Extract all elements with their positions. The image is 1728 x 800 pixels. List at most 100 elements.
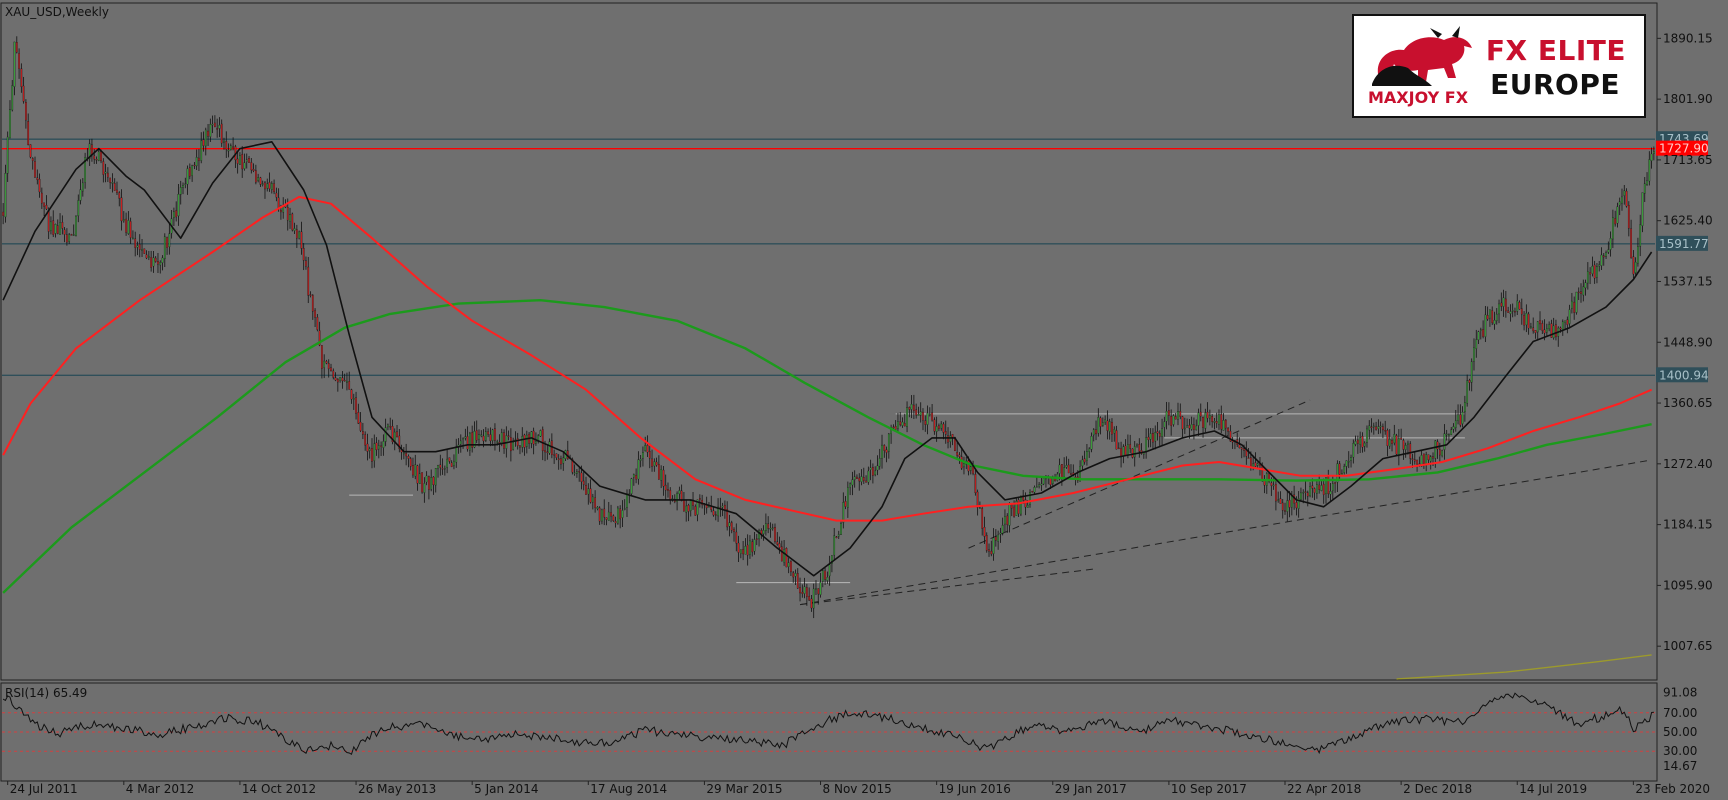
candle-down (248, 158, 250, 163)
candle-up (1183, 427, 1186, 430)
candle-down (1409, 443, 1412, 459)
candle-down (1017, 499, 1020, 514)
candle-up (1213, 421, 1216, 423)
candle-down (858, 477, 861, 482)
candle-up (837, 534, 840, 537)
candle-down (1083, 458, 1086, 463)
candle-down (1507, 310, 1509, 313)
candle-up (462, 438, 464, 440)
candle-down (699, 498, 701, 500)
candle-down (1539, 320, 1541, 325)
candle-up (346, 380, 348, 383)
resistance-label: 1400.94 (1659, 368, 1709, 382)
candle-up (1277, 499, 1280, 501)
candle-down (43, 202, 45, 207)
candle-down (214, 122, 216, 128)
candle-down (1520, 308, 1523, 315)
candle-down (931, 412, 933, 421)
candle-down (651, 458, 653, 467)
candle-down (1505, 298, 1507, 312)
candle-up (1584, 282, 1587, 289)
candle-down (275, 192, 278, 198)
candle-up (1104, 419, 1106, 423)
candle-up (749, 540, 751, 555)
candle-up (159, 262, 162, 266)
candle-up (403, 452, 405, 455)
candle-down (1322, 483, 1325, 495)
candle-down (507, 435, 510, 437)
candle-up (919, 411, 922, 416)
candle-up (453, 460, 455, 467)
x-tick-label: 10 Sep 2017 (1171, 782, 1247, 796)
candle-up (815, 588, 817, 590)
candle-down (1436, 441, 1439, 450)
candle-down (856, 476, 858, 479)
candle-down (309, 294, 312, 296)
candle-up (617, 507, 619, 524)
candle-down (264, 182, 266, 190)
y-tick-label: 1890.15 (1663, 31, 1713, 45)
trendline (799, 568, 1097, 606)
candle-up (721, 505, 724, 508)
candle-up (819, 582, 822, 595)
candle-down (113, 183, 116, 191)
candle-down (396, 431, 398, 438)
candle-up (1092, 429, 1095, 436)
candle-down (175, 210, 178, 218)
y-tick-label: 1095.90 (1663, 578, 1713, 592)
candle-down (250, 162, 253, 171)
candle-down (56, 225, 59, 234)
candle-down (1013, 506, 1015, 517)
candle-down (1152, 433, 1154, 443)
candle-up (1443, 433, 1446, 450)
candle-up (1561, 321, 1564, 330)
x-tick-label: 24 Jul 2011 (10, 782, 78, 796)
candle-up (289, 214, 291, 222)
candle-up (1621, 196, 1623, 204)
candle-down (1527, 313, 1530, 329)
y-tick-label: 1184.15 (1663, 518, 1713, 532)
candle-up (632, 474, 635, 478)
candle-up (446, 458, 448, 468)
candle-down (295, 229, 298, 239)
candle-down (1514, 311, 1516, 313)
candle-down (1602, 255, 1605, 258)
candle-down (746, 544, 749, 556)
candle-up (1623, 190, 1626, 196)
candle-up (1029, 492, 1031, 505)
logo-line-2: EUROPE (1490, 68, 1620, 101)
candle-up (1591, 265, 1594, 274)
candle-up (562, 457, 565, 464)
candle-up (1316, 484, 1318, 494)
candle-down (1288, 499, 1291, 508)
candle-down (1402, 440, 1405, 450)
candle-up (1097, 417, 1100, 434)
rsi-tick-label: 91.08 (1663, 686, 1697, 700)
candle-down (712, 510, 715, 516)
candle-up (1272, 484, 1275, 487)
candle-up (1172, 415, 1175, 425)
candle-down (1220, 414, 1223, 430)
candle-up (1197, 412, 1200, 426)
candle-down (944, 431, 947, 435)
candle-up (1596, 266, 1598, 278)
candle-up (1607, 249, 1610, 253)
candle-up (660, 469, 663, 481)
candle-up (423, 483, 426, 493)
candle-up (539, 430, 542, 437)
candle-down (371, 448, 373, 462)
candle-down (1243, 448, 1245, 451)
candle-up (227, 149, 230, 152)
candle-down (93, 155, 96, 160)
candle-up (261, 183, 264, 185)
candle-up (161, 257, 164, 263)
x-tick-label: 22 Apr 2018 (1287, 782, 1361, 796)
candle-down (34, 161, 36, 178)
candle-down (755, 538, 758, 540)
rsi-tick-label: 70.00 (1663, 706, 1697, 720)
candle-up (940, 423, 943, 429)
candle-down (311, 295, 314, 312)
candle-up (81, 182, 84, 192)
candle-up (853, 476, 856, 480)
candle-down (1304, 491, 1307, 493)
